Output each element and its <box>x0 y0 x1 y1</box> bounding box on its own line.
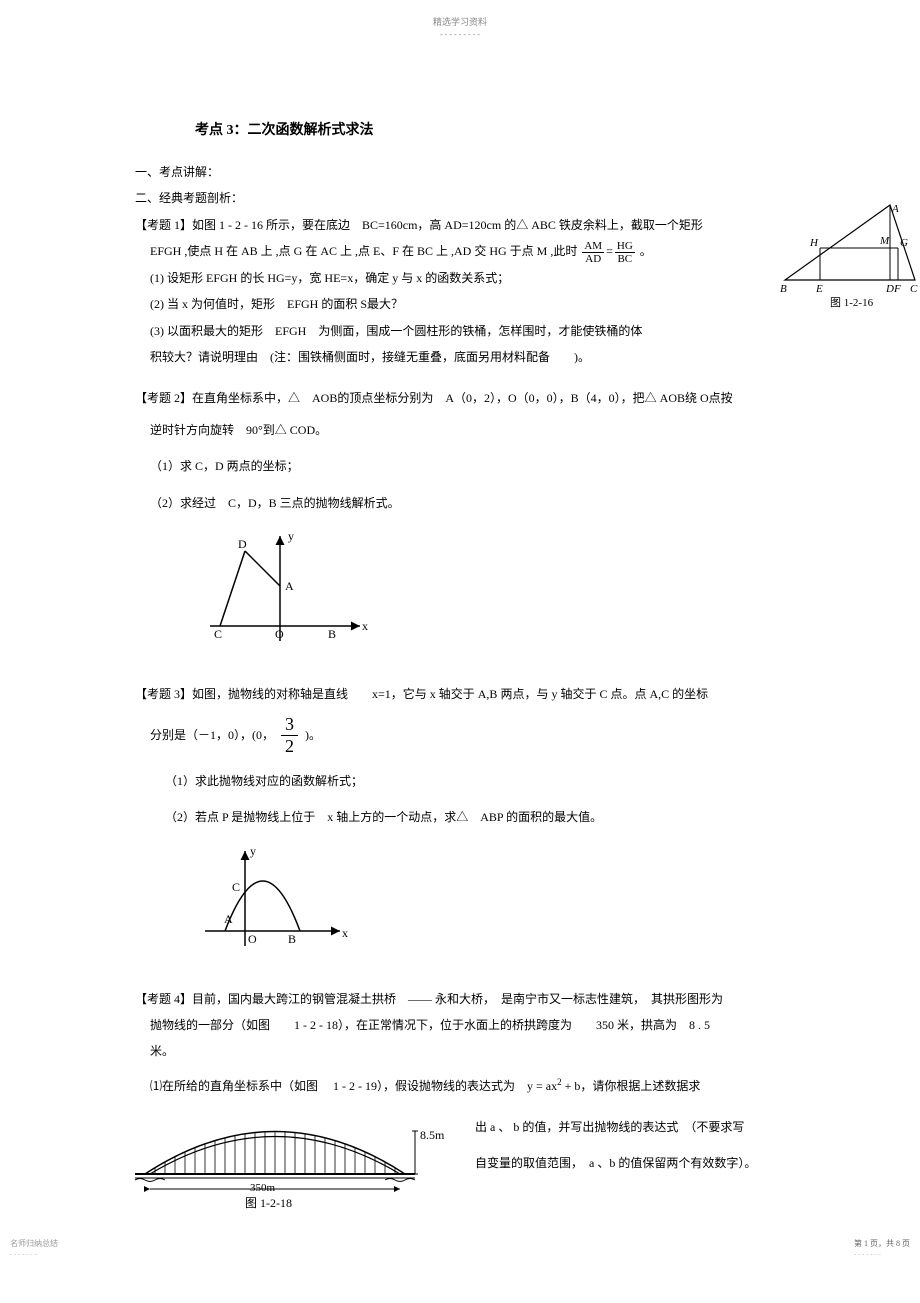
svg-text:F: F <box>893 283 901 295</box>
header-dots: - - - - - - - - - <box>0 30 920 39</box>
svg-text:B: B <box>780 283 787 295</box>
svg-text:y: y <box>288 529 294 543</box>
q3-frac: 3 2 <box>281 714 298 758</box>
header-watermark: 精选学习资料 <box>0 0 920 28</box>
frac-den: 2 <box>281 736 298 758</box>
question-3: 【考题 3】如图，抛物线的对称轴是直线 x=1，它与 x 轴交于 A,B 两点，… <box>135 681 785 965</box>
figure-coord1: y x D A O C B <box>200 526 785 661</box>
footer-right-text: 第 1 页，共 8 页 <box>854 1239 910 1248</box>
figure-bridge: 350m 8.5m 图 1-2-18 <box>135 1109 455 1214</box>
section-heading-1: 一、考点讲解： <box>135 159 785 185</box>
svg-text:B: B <box>328 627 336 641</box>
question-2: 【考题 2】在直角坐标系中，△ AOB的顶点坐标分别为 A（0，2），O（0，0… <box>135 385 785 662</box>
svg-text:350m: 350m <box>250 1182 276 1194</box>
q2-p1: （1）求 C，D 两点的坐标； <box>150 453 785 479</box>
q1-p3: (3) 以面积最大的矩形 EFGH 为侧面，围成一个圆柱形的铁桶，怎样围时，才能… <box>150 318 785 344</box>
q1-l2a: EFGH ,使点 H 在 AB 上 ,点 G 在 AC 上 ,点 E、F 在 B… <box>150 244 577 258</box>
parabola-svg: y x C A O B <box>200 841 350 961</box>
svg-text:图 1-2-18: 图 1-2-18 <box>245 1196 292 1209</box>
bridge-text: 出 a 、 b 的值，并写出抛物线的表达式 （不要求写 自变量的取值范围， a … <box>455 1109 785 1181</box>
q1-p4: 积较大？请说明理由 (注：围铁桶侧面时，接缝无重叠，底面另用材料配备 )。 <box>150 344 785 370</box>
svg-text:D: D <box>238 537 247 551</box>
footer-left: 名师归纳总结 - - - - - - - <box>10 1238 58 1258</box>
q4-bt1: 出 a 、 b 的值，并写出抛物线的表达式 （不要求写 <box>475 1109 785 1145</box>
q1-l2b: 。 <box>640 244 652 258</box>
q4-p1b: + b，请你根据上述数据求 <box>562 1079 701 1093</box>
q1-line2: EFGH ,使点 H 在 AB 上 ,点 G 在 AC 上 ,点 E、F 在 B… <box>150 238 785 265</box>
section-heading-2: 二、经典考题剖析： <box>135 185 785 211</box>
svg-text:C: C <box>232 880 240 894</box>
q3-l2a: 分别是（－1，0），(0， <box>150 727 274 741</box>
frac-num: 3 <box>281 714 298 737</box>
svg-text:B: B <box>288 932 296 946</box>
svg-text:C: C <box>910 283 918 295</box>
bridge-row: 350m 8.5m 图 1-2-18 出 a 、 b 的值，并写出抛物线的表达式 （… <box>135 1109 785 1214</box>
q4-head: 【考题 4】目前，国内最大跨江的钢管混凝土拱桥 —— 永和大桥， 是南宁市又一标… <box>135 986 785 1012</box>
frac-den: AD <box>582 253 604 265</box>
q4-bt2: 自变量的取值范围， a 、b 的值保留两个有效数字）。 <box>475 1145 785 1181</box>
q3-p2: （2）若点 P 是抛物线上位于 x 轴上方的一个动点，求△ ABP 的面积的最大… <box>165 804 785 830</box>
footer-left-dots: - - - - - - - <box>10 1250 37 1258</box>
svg-text:O: O <box>275 627 284 641</box>
svg-text:x: x <box>362 619 368 633</box>
frac-num: HG <box>615 240 635 253</box>
svg-text:A: A <box>224 912 233 926</box>
frac-den: BC <box>615 253 635 265</box>
triangle-svg: A B C D E F H GM 图 1-2-16 <box>780 200 920 310</box>
svg-text:图 1-2-16: 图 1-2-16 <box>830 296 874 309</box>
q1-head: 【考题 1】如图 1 - 2 - 16 所示，要在底边 BC=160cm，高 A… <box>135 212 785 238</box>
q3-head: 【考题 3】如图，抛物线的对称轴是直线 x=1，它与 x 轴交于 A,B 两点，… <box>135 681 785 707</box>
q1-p2: (2) 当 x 为何值时，矩形 EFGH 的面积 S最大？ <box>150 291 785 317</box>
svg-text:A: A <box>285 579 294 593</box>
q2-head: 【考题 2】在直角坐标系中，△ AOB的顶点坐标分别为 A（0，2），O（0，0… <box>135 385 785 411</box>
q3-line2: 分别是（－1，0），(0， 3 2 )。 <box>150 714 785 758</box>
svg-text:x: x <box>342 926 348 940</box>
q1-frac1: AM AD <box>582 240 604 265</box>
q3-l2b: )。 <box>305 727 321 741</box>
q1-frac2: HG BC <box>615 240 635 265</box>
q2-line2: 逆时针方向旋转 90°到△ COD。 <box>150 417 785 443</box>
question-1: 【考题 1】如图 1 - 2 - 16 所示，要在底边 BC=160cm，高 A… <box>135 212 785 371</box>
footer-right-dots: - - - - - - - <box>854 1250 881 1258</box>
bridge-svg: 350m 8.5m 图 1-2-18 <box>135 1109 455 1209</box>
figure-parabola: y x C A O B <box>200 841 785 966</box>
frac-num: AM <box>582 240 604 253</box>
svg-text:E: E <box>815 283 823 295</box>
svg-text:y: y <box>250 844 256 858</box>
footer-left-text: 名师归纳总结 <box>10 1239 58 1248</box>
svg-text:8.5m: 8.5m <box>420 1128 445 1142</box>
page-title: 考点 3：二次函数解析式求法 <box>195 119 785 139</box>
q1-p1: (1) 设矩形 EFGH 的长 HG=y，宽 HE=x，确定 y 与 x 的函数… <box>150 265 785 291</box>
q2-p2: （2）求经过 C，D，B 三点的抛物线解析式。 <box>150 490 785 516</box>
q4-p1a: ⑴在所给的直角坐标系中（如图 1 - 2 - 19），假设抛物线的表达式为 y … <box>150 1079 557 1093</box>
svg-text:M: M <box>879 235 890 247</box>
question-4: 【考题 4】目前，国内最大跨江的钢管混凝土拱桥 —— 永和大桥， 是南宁市又一标… <box>135 986 785 1215</box>
q3-p1: （1）求此抛物线对应的函数解析式； <box>165 768 785 794</box>
q4-line2: 抛物线的一部分（如图 1 - 2 - 18），在正常情况下，位于水面上的桥拱跨度… <box>150 1012 785 1038</box>
figure-triangle: A B C D E F H GM 图 1-2-16 <box>780 200 920 315</box>
footer-right: 第 1 页，共 8 页 - - - - - - - <box>854 1238 910 1258</box>
svg-text:G: G <box>900 237 908 249</box>
svg-text:A: A <box>891 203 899 215</box>
coord1-svg: y x D A O C B <box>200 526 370 656</box>
svg-text:H: H <box>809 237 819 249</box>
q4-line3: 米。 <box>150 1038 785 1064</box>
svg-text:C: C <box>214 627 222 641</box>
svg-text:D: D <box>885 283 894 295</box>
svg-text:O: O <box>248 932 257 946</box>
q4-p1: ⑴在所给的直角坐标系中（如图 1 - 2 - 19），假设抛物线的表达式为 y … <box>150 1073 785 1099</box>
